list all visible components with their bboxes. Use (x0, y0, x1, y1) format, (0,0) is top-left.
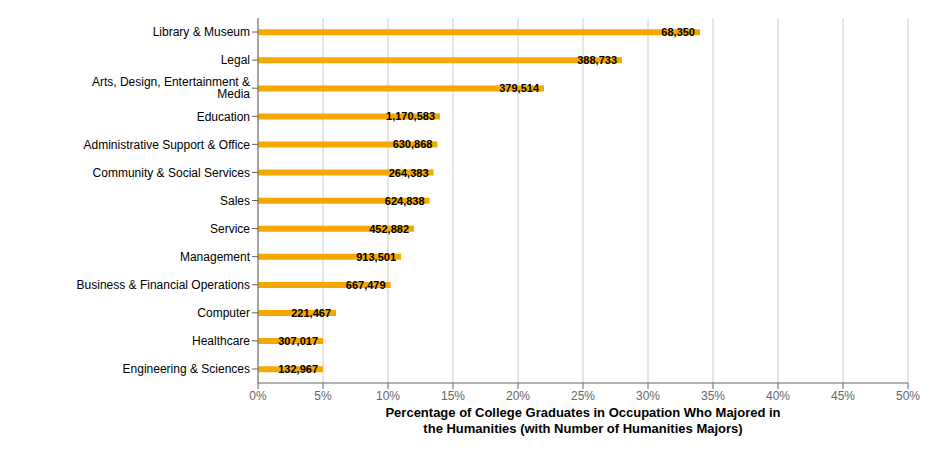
svg-text:Sales: Sales (220, 194, 250, 208)
svg-text:Arts, Design, Entertainment &M: Arts, Design, Entertainment &Media (92, 75, 250, 101)
svg-text:Percentage of College Graduate: Percentage of College Graduates in Occup… (385, 405, 780, 436)
svg-text:10%: 10% (376, 389, 400, 403)
svg-text:5%: 5% (314, 389, 332, 403)
svg-text:132,967: 132,967 (278, 363, 318, 375)
svg-text:Administrative Support & Offic: Administrative Support & Office (83, 138, 250, 152)
svg-text:45%: 45% (831, 389, 855, 403)
svg-text:913,501: 913,501 (356, 251, 396, 263)
svg-text:307,017: 307,017 (278, 335, 318, 347)
svg-text:30%: 30% (636, 389, 660, 403)
svg-text:Healthcare: Healthcare (192, 334, 250, 348)
svg-text:Legal: Legal (221, 53, 250, 67)
svg-text:Library & Museum: Library & Museum (153, 25, 250, 39)
svg-text:50%: 50% (896, 389, 920, 403)
svg-text:624,838: 624,838 (385, 195, 425, 207)
svg-text:221,467: 221,467 (291, 307, 331, 319)
svg-text:Service: Service (210, 222, 250, 236)
svg-text:Computer: Computer (197, 306, 250, 320)
svg-text:68,350: 68,350 (661, 26, 695, 38)
svg-text:388,733: 388,733 (577, 54, 617, 66)
svg-text:35%: 35% (701, 389, 725, 403)
svg-text:Education: Education (197, 110, 250, 124)
svg-text:40%: 40% (766, 389, 790, 403)
svg-text:Community & Social Services: Community & Social Services (93, 166, 250, 180)
svg-text:452,882: 452,882 (369, 223, 409, 235)
svg-text:20%: 20% (506, 389, 530, 403)
svg-text:15%: 15% (441, 389, 465, 403)
svg-text:379,514: 379,514 (499, 82, 540, 94)
svg-text:Engineering & Sciences: Engineering & Sciences (123, 362, 250, 376)
svg-text:630,868: 630,868 (393, 138, 433, 150)
svg-text:0%: 0% (249, 389, 267, 403)
svg-text:25%: 25% (571, 389, 595, 403)
svg-text:Management: Management (180, 250, 251, 264)
svg-text:Business & Financial Operation: Business & Financial Operations (77, 278, 250, 292)
svg-text:667,479: 667,479 (346, 279, 386, 291)
svg-text:264,383: 264,383 (389, 167, 429, 179)
svg-text:1,170,583: 1,170,583 (386, 110, 435, 122)
